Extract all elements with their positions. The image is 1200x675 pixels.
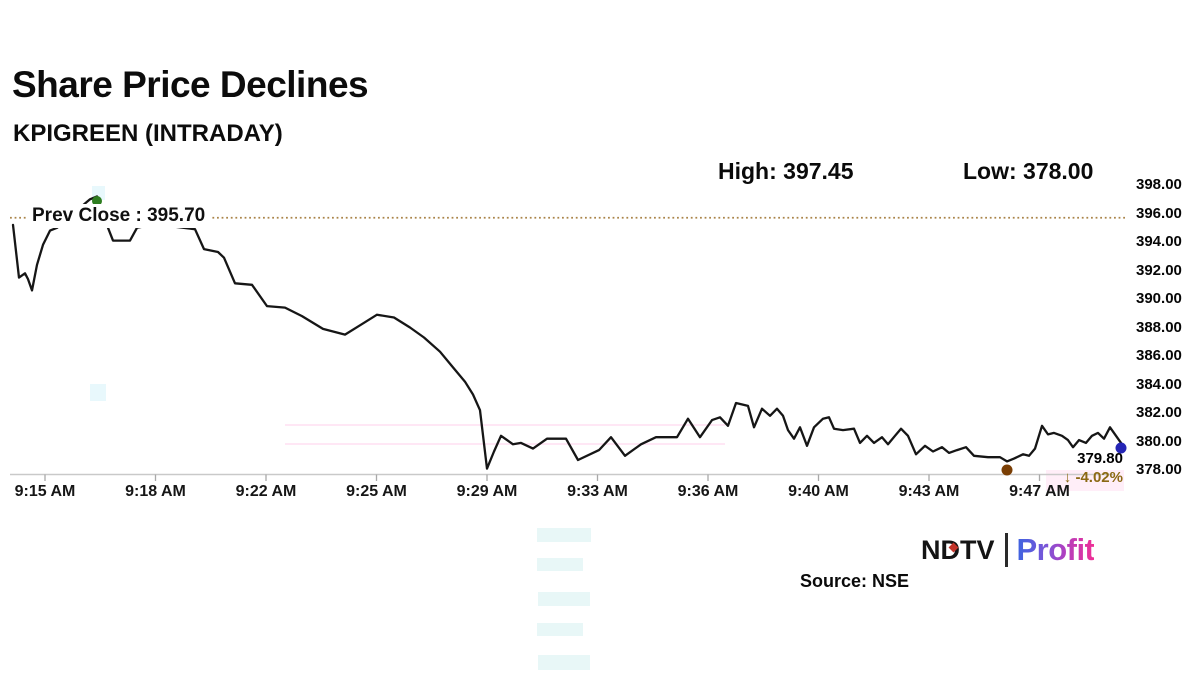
y-axis-label: 390.00 bbox=[1136, 290, 1182, 307]
y-axis-label: 394.00 bbox=[1136, 233, 1182, 250]
price-line bbox=[11, 195, 1124, 470]
high-value-label: High: 397.45 bbox=[718, 158, 854, 184]
x-axis-label: 9:40 AM bbox=[788, 483, 849, 500]
low-value-label: Low: 378.00 bbox=[963, 158, 1094, 184]
x-axis-label: 9:22 AM bbox=[235, 483, 297, 500]
last-price-dot bbox=[1115, 442, 1127, 454]
logo-divider bbox=[1004, 533, 1008, 567]
x-axis-label: 9:18 AM bbox=[125, 483, 186, 500]
ndtv-logo-text: NDTV bbox=[921, 534, 995, 565]
y-axis-label: 396.00 bbox=[1136, 204, 1182, 222]
ndtv-profit-logo: NDTV Profit bbox=[921, 532, 1095, 568]
x-axis-label: 9:36 AM bbox=[677, 483, 739, 500]
x-axis-label: 9:47 AM bbox=[1009, 483, 1070, 500]
x-axis-label: 9:15 AM bbox=[14, 483, 76, 500]
last-price-annotation: 379.80 ↓ -4.02% bbox=[1037, 450, 1123, 487]
price-change-percent: ↓ -4.02% bbox=[1063, 469, 1123, 486]
x-axis-label: 9:33 AM bbox=[567, 483, 628, 500]
x-axis-label: 9:43 AM bbox=[898, 483, 960, 500]
y-axis-label: 382.00 bbox=[1136, 404, 1182, 421]
prev-close-label: Prev Close : 395.70 bbox=[26, 204, 212, 228]
y-axis-label: 384.00 bbox=[1136, 375, 1182, 393]
y-axis-label: 398.00 bbox=[1136, 176, 1182, 193]
high-point-dot bbox=[92, 196, 102, 206]
last-price-value: 379.80 bbox=[1077, 450, 1123, 467]
y-axis-label: 392.00 bbox=[1136, 261, 1182, 279]
y-axis-label: 378.00 bbox=[1136, 461, 1182, 478]
source-attribution: Source: NSE bbox=[800, 571, 910, 591]
x-axis-label: 9:25 AM bbox=[346, 483, 407, 500]
y-axis-label: 380.00 bbox=[1136, 432, 1182, 450]
y-axis-label: 388.00 bbox=[1136, 318, 1182, 336]
profit-logo-text: Profit bbox=[1016, 532, 1095, 567]
page-title: Share Price Declines bbox=[12, 64, 369, 105]
y-axis-label: 386.00 bbox=[1136, 347, 1182, 364]
symbol-subtitle: KPIGREEN (INTRADAY) bbox=[13, 120, 283, 147]
x-axis-label: 9:29 AM bbox=[456, 483, 518, 500]
low-point-dot bbox=[1001, 464, 1013, 476]
